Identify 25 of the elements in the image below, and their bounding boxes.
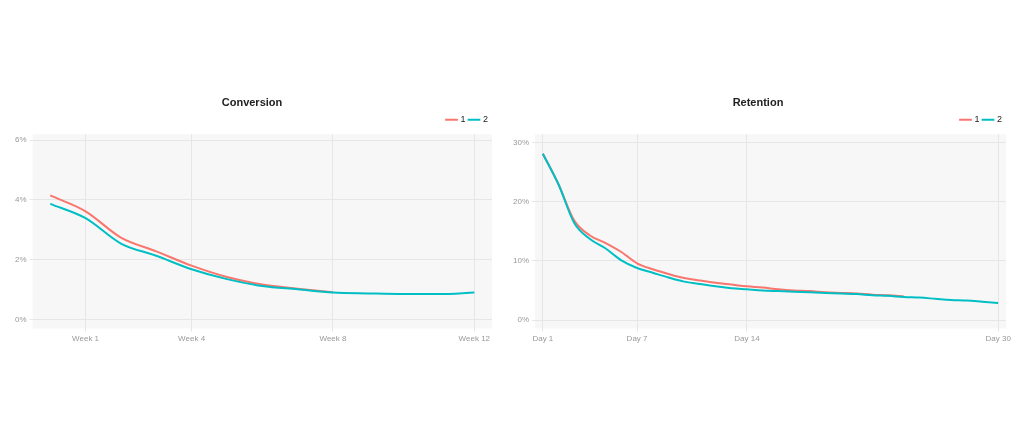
chart-title: Conversion [221,95,283,108]
x-tick-label: Week 12 [458,334,491,344]
x-tick-label: Week 4 [178,334,206,344]
x-tick-label: Day 1 [532,334,554,344]
x-tick-label: Week 8 [319,334,347,344]
x-tick-label: Day 30 [985,334,1012,344]
y-tick-label: 4% [15,195,27,205]
x-tick-label: Day 7 [626,334,649,344]
y-tick-label: 20% [513,196,530,206]
line-series [541,152,1000,304]
y-tick-label: 6% [15,135,27,145]
y-tick-label: 0% [517,315,530,325]
legend-label: 2 [482,114,489,125]
y-tick-label: 10% [513,256,530,266]
legend-label: 2 [996,114,1003,125]
legend-label: 1 [974,114,980,125]
legend-label: 1 [460,114,466,125]
line-series [49,202,476,296]
x-tick-label: Day 14 [734,334,761,344]
line-series [49,194,334,294]
chart-title: Retention [732,95,784,108]
y-tick-label: 2% [15,254,27,264]
y-tick-label: 30% [513,137,530,147]
y-tick-label: 0% [15,314,27,324]
x-tick-label: Week 1 [72,334,100,344]
